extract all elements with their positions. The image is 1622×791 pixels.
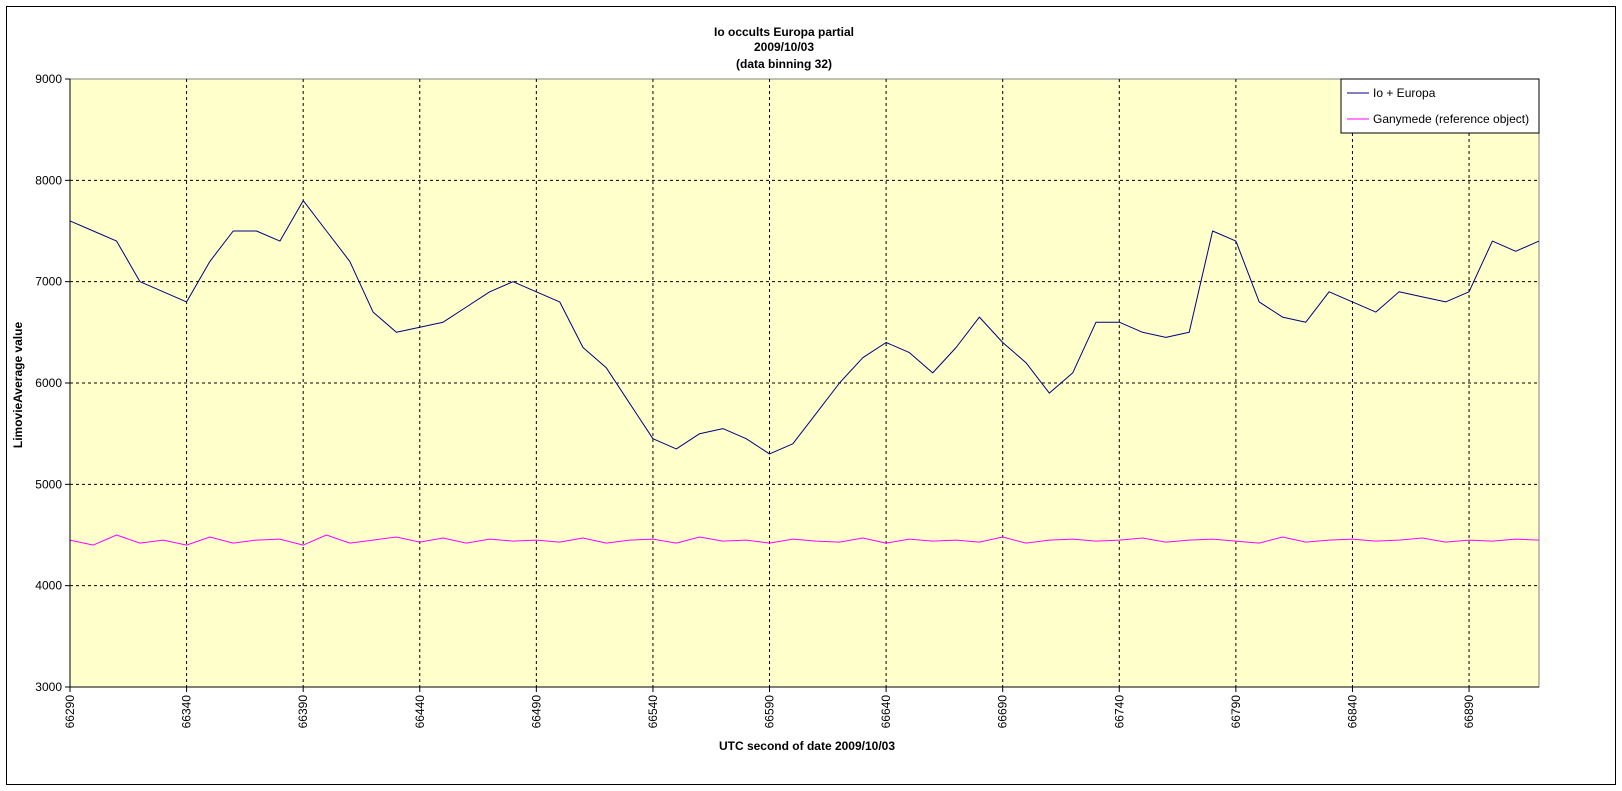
chart-svg: Io occults Europa partial 2009/10/03 (da… [11,25,1540,753]
y-tick-label: 6000 [35,376,62,390]
x-tick-label: 66540 [646,695,660,729]
y-tick-label: 3000 [35,680,62,694]
x-tick-label: 66890 [1462,695,1476,729]
legend-label-ganymede: Ganymede (reference object) [1373,112,1529,126]
y-tick-label: 5000 [35,477,62,491]
chart-subtitle: 2009/10/03 [754,40,814,54]
x-tick-label: 66690 [996,695,1010,729]
chart-subtitle-binning: (data binning 32) [736,57,832,71]
x-tick-label: 66740 [1112,695,1126,729]
x-tick-label: 66390 [296,695,310,729]
series-line-1 [69,534,1540,546]
y-tick-label: 9000 [35,72,62,86]
y-tick-label: 4000 [35,579,62,593]
series-line-0 [69,200,1540,455]
x-tick-label: 66340 [180,695,194,729]
legend: Io + Europa Ganymede (reference object) [1340,78,1540,134]
x-axis-label: UTC second of date 2009/10/03 [719,739,895,753]
y-axis: 3000 4000 5000 6000 7000 8000 9000 [35,72,71,694]
series-layer [69,200,1540,546]
y-tick-label: 8000 [35,173,62,187]
x-tick-label: 66290 [63,695,77,729]
x-tick-label: 66790 [1229,695,1243,729]
y-axis-label: LimovieAverage value [11,322,25,449]
x-axis: 66290 66340 66390 66440 66490 66540 66590 66640… [63,686,1539,729]
x-tick-label: 66640 [879,695,893,729]
legend-box [1340,78,1540,134]
chart-title: Io occults Europa partial [714,25,854,39]
x-tick-label: 66840 [1345,695,1359,729]
legend-label-io-europa: Io + Europa [1373,86,1436,100]
x-tick-label: 66490 [529,695,543,729]
grid [70,79,1539,687]
y-tick-label: 7000 [35,275,62,289]
x-tick-label: 66440 [413,695,427,729]
x-tick-label: 66590 [763,695,777,729]
chart-frame: Io occults Europa partial 2009/10/03 (da… [6,6,1616,785]
